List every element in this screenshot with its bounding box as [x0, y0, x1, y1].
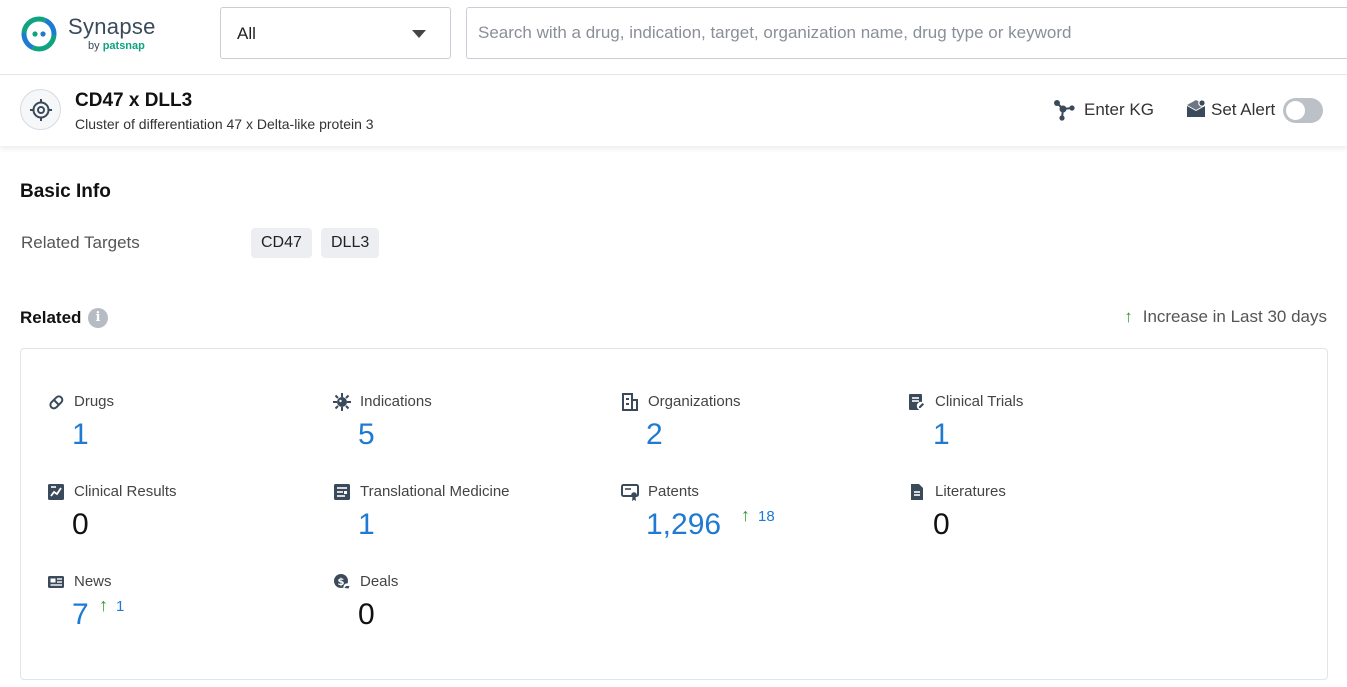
- stat-value[interactable]: 1: [933, 418, 950, 452]
- stat-label: Drugs: [74, 393, 114, 410]
- chart-doc-icon: [47, 483, 65, 501]
- stat-translational-medicine[interactable]: Translational Medicine 1: [333, 483, 613, 563]
- search-scope-value: All: [237, 24, 256, 44]
- arrow-up-icon: ↑: [1124, 307, 1133, 326]
- stat-label: News: [74, 573, 112, 590]
- stat-increase: ↑1: [99, 595, 124, 616]
- report-icon: [333, 483, 351, 501]
- search-box[interactable]: [466, 7, 1347, 59]
- stat-label: Patents: [648, 483, 699, 500]
- basic-info-heading: Basic Info: [20, 181, 111, 203]
- entity-header: CD47 x DLL3 Cluster of differentiation 4…: [0, 76, 1347, 146]
- stat-increase-value: 18: [758, 508, 775, 525]
- document-icon: [908, 483, 926, 501]
- logo-byline: by patsnap: [88, 40, 145, 52]
- target-tag-cd47[interactable]: CD47: [251, 228, 312, 258]
- stat-label: Literatures: [935, 483, 1006, 500]
- arrow-up-icon: ↑: [741, 505, 750, 525]
- stat-value[interactable]: 1,296: [646, 508, 721, 542]
- handshake-coin-icon: $: [333, 573, 351, 591]
- top-bar: Synapse by patsnap All: [0, 0, 1347, 75]
- knowledge-graph-icon: [1052, 98, 1076, 122]
- stat-organizations[interactable]: Organizations 2: [621, 393, 901, 473]
- target-crosshair-icon: [20, 89, 61, 130]
- search-scope-select[interactable]: All: [220, 7, 451, 59]
- increase-legend-label: Increase in Last 30 days: [1143, 307, 1327, 326]
- info-icon[interactable]: i: [88, 308, 108, 328]
- stat-clinical-results[interactable]: Clinical Results 0: [47, 483, 327, 563]
- stat-label: Deals: [360, 573, 398, 590]
- stat-value[interactable]: 7: [72, 598, 89, 632]
- stat-value[interactable]: 2: [646, 418, 663, 452]
- clipboard-edit-icon: [908, 393, 926, 411]
- stat-news[interactable]: News7↑1: [47, 573, 327, 653]
- set-alert-label: Set Alert: [1211, 100, 1275, 120]
- page-title: CD47 x DLL3: [75, 90, 192, 112]
- stat-value[interactable]: 1: [358, 508, 375, 542]
- related-stats-card: Drugs 1 Indications 5 Organizations 2 Clinical…: [20, 348, 1328, 680]
- stat-label: Clinical Trials: [935, 393, 1023, 410]
- related-targets-label: Related Targets: [21, 233, 140, 253]
- stat-value: 0: [933, 508, 950, 542]
- building-icon: [621, 393, 639, 411]
- mail-alert-icon: [1185, 98, 1207, 120]
- stat-label: Clinical Results: [74, 483, 177, 500]
- stat-label: Organizations: [648, 393, 741, 410]
- synapse-logo[interactable]: Synapse by patsnap: [20, 12, 190, 56]
- logo-wordmark: Synapse: [68, 14, 156, 40]
- search-input[interactable]: [467, 8, 1347, 58]
- stat-increase: ↑ 18: [741, 505, 775, 526]
- arrow-up-icon: ↑: [99, 595, 108, 615]
- stat-indications[interactable]: Indications 5: [333, 393, 613, 473]
- chevron-down-icon: [412, 30, 426, 38]
- stat-value: 0: [72, 508, 89, 542]
- enter-kg-label: Enter KG: [1084, 100, 1154, 120]
- virus-icon: [333, 393, 351, 411]
- stat-drugs[interactable]: Drugs 1: [47, 393, 327, 473]
- certificate-icon: [621, 483, 639, 501]
- newspaper-icon: [47, 573, 65, 591]
- set-alert-toggle[interactable]: [1283, 98, 1323, 123]
- stat-literatures[interactable]: Literatures 0: [908, 483, 1188, 563]
- page-subtitle: Cluster of differentiation 47 x Delta-li…: [75, 116, 374, 132]
- stat-deals[interactable]: $ Deals 0: [333, 573, 613, 653]
- stat-increase-value: 1: [116, 598, 124, 615]
- stat-label: Translational Medicine: [360, 483, 510, 500]
- stat-value[interactable]: 1: [72, 418, 89, 452]
- related-heading: Related: [20, 308, 81, 328]
- stat-patents[interactable]: Patents 1,296 ↑ 18: [621, 483, 901, 563]
- stat-value: 0: [358, 598, 375, 632]
- synapse-logo-icon: [20, 15, 58, 53]
- stat-clinical-trials[interactable]: Clinical Trials 1: [908, 393, 1188, 473]
- increase-legend: ↑ Increase in Last 30 days: [1124, 307, 1327, 327]
- stat-label: Indications: [360, 393, 432, 410]
- toggle-knob: [1286, 101, 1305, 120]
- target-tag-dll3[interactable]: DLL3: [321, 228, 379, 258]
- pill-icon: [47, 393, 65, 411]
- stat-value[interactable]: 5: [358, 418, 375, 452]
